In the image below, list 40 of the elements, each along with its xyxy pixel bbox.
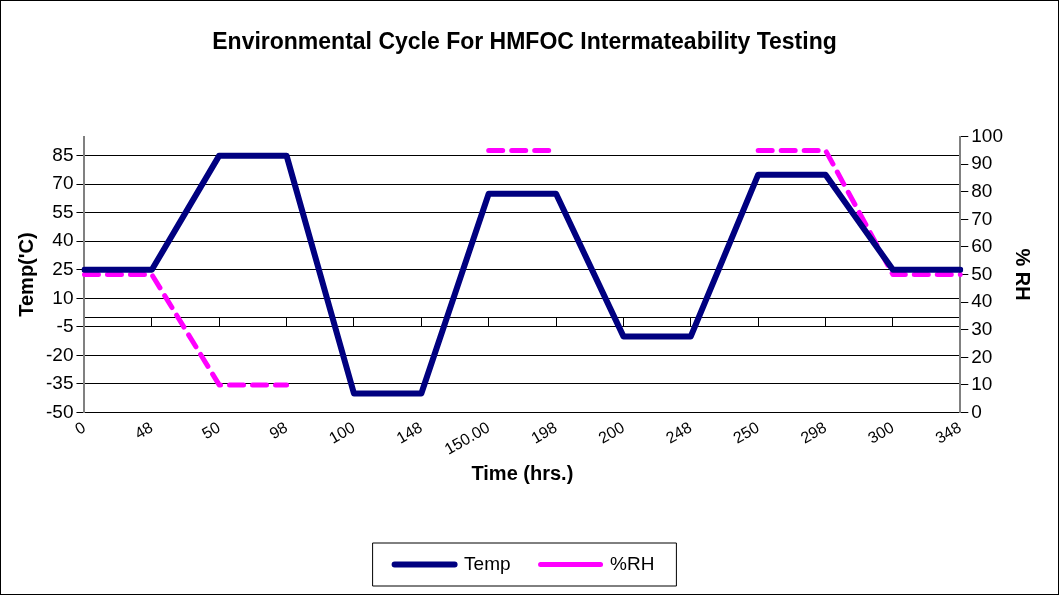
x-tick-label: 200 [595,418,628,447]
y2-tick-label: 70 [971,207,993,229]
y2-tick-label: 30 [971,317,993,339]
y2-tick-label: 40 [971,290,993,312]
chart-title: Environmental Cycle For HMFOC Intermateability Testing [212,28,837,55]
y2-tick-label: 90 [971,152,993,174]
y2-tick-label: 80 [971,180,993,202]
y-tick-label: -50 [45,400,74,422]
x-tick-label: 348 [932,418,965,447]
x-tick-label: 198 [528,418,560,447]
x-tick-label: 98 [266,418,291,443]
y-tick-label: 40 [52,229,74,251]
y2-tick-label: 50 [971,262,993,284]
y2-tick-label: 10 [971,373,993,395]
y-tick-label: 10 [52,286,74,308]
x-axis-title: Time (hrs.) [471,462,574,485]
y2-tick-label: 20 [971,345,993,367]
y-tick-label: -20 [45,343,74,365]
y2-axis-title: % RH [1012,248,1035,301]
y-tick-label: -5 [56,315,74,337]
y2-tick-label: 60 [971,235,993,257]
x-tick-label: 100 [326,418,358,447]
x-tick-label: 298 [797,418,830,447]
x-tick-label: 50 [199,418,223,443]
y-tick-label: 70 [52,172,74,194]
y-axis-title: Temp('C) [14,232,37,317]
legend-label: Temp [464,552,511,574]
x-tick-label: 48 [131,418,156,443]
y2-tick-label: 0 [971,400,982,422]
y-tick-label: 85 [52,143,74,165]
y-tick-label: -35 [45,372,74,394]
y-tick-label: 55 [52,200,74,222]
x-tick-label: 0 [71,418,89,438]
x-tick-label: 248 [662,418,695,447]
x-tick-label: 148 [393,418,426,447]
legend-label: %RH [610,552,655,574]
x-tick-label: 250 [730,418,762,447]
x-tick-label: 300 [865,418,897,447]
y-tick-label: 25 [52,258,74,280]
y2-tick-label: 100 [971,124,1003,146]
